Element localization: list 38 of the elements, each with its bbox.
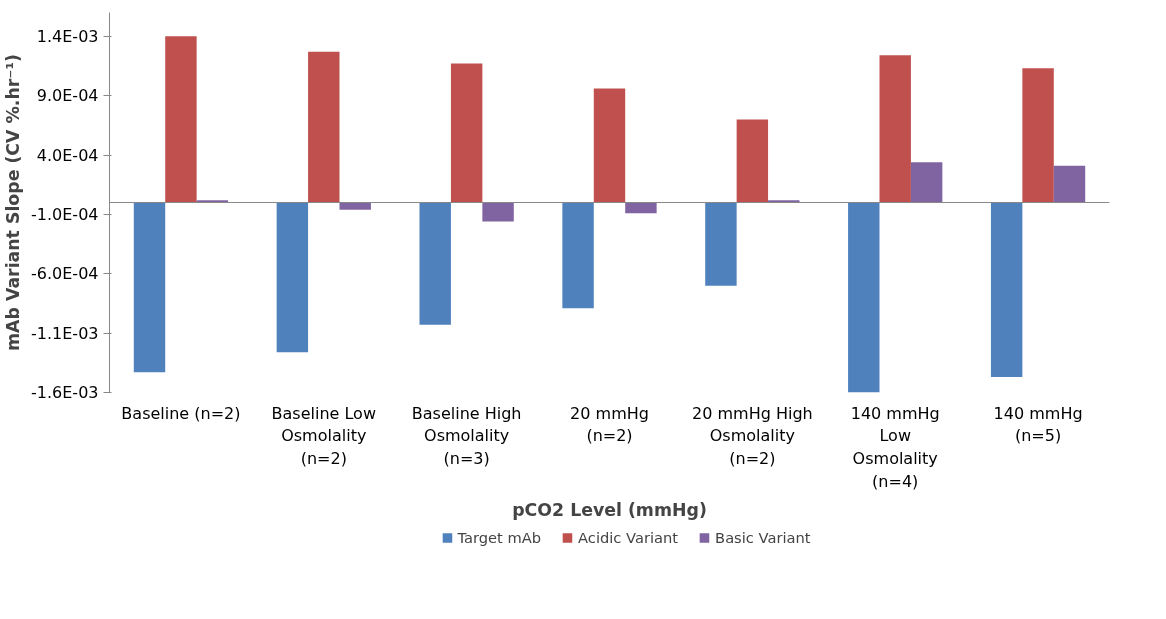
bar [482,202,514,222]
x-tick-label: 20 mmHg High Osmolality (n=2) [692,403,813,469]
x-tick-label: 140 mmHg (n=5) [993,403,1083,446]
bar [1053,165,1086,203]
x-tick-label: Baseline High Osmolality (n=3) [411,403,522,469]
bar [736,119,769,203]
bar [339,202,371,210]
legend-label: Basic Variant [715,528,811,546]
bar [990,202,1023,378]
y-tick-label: 9.0E-04 [36,86,99,106]
y-tick-label: 1.4E-03 [36,26,99,46]
legend-label: Acidic Variant [578,528,679,546]
x-tick-label: Baseline Low Osmolality (n=2) [271,403,377,469]
bar [450,63,483,203]
bar [848,202,880,393]
bar [1022,68,1054,203]
y-tick-label: 4.0E-04 [36,145,99,165]
bar [419,202,451,325]
bar [625,202,657,214]
bar [593,88,626,203]
x-axis-title: pCO2 Level (mmHg) [512,499,707,520]
y-axis-title: mAb Variant Slope (CV %.hr⁻¹) [3,54,24,351]
y-tick-label: -1.0E-04 [31,204,99,224]
x-tick-label: 140 mmHg Low Osmolality (n=4) [850,403,940,491]
bar [705,202,737,286]
legend-label: Target mAb [457,528,542,546]
bar [276,202,309,353]
y-tick-label: -1.6E-03 [31,383,99,402]
bar [133,202,166,373]
bar [910,162,943,203]
bar [562,202,594,309]
bar [879,55,911,203]
x-tick-label: Baseline (n=2) [121,403,241,423]
bar [308,51,340,203]
y-tick-label: -6.0E-04 [31,264,99,284]
x-tick-label: 20 mmHg (n=2) [570,403,649,446]
y-tick-label: -1.1E-03 [31,323,99,343]
bar [165,36,197,203]
